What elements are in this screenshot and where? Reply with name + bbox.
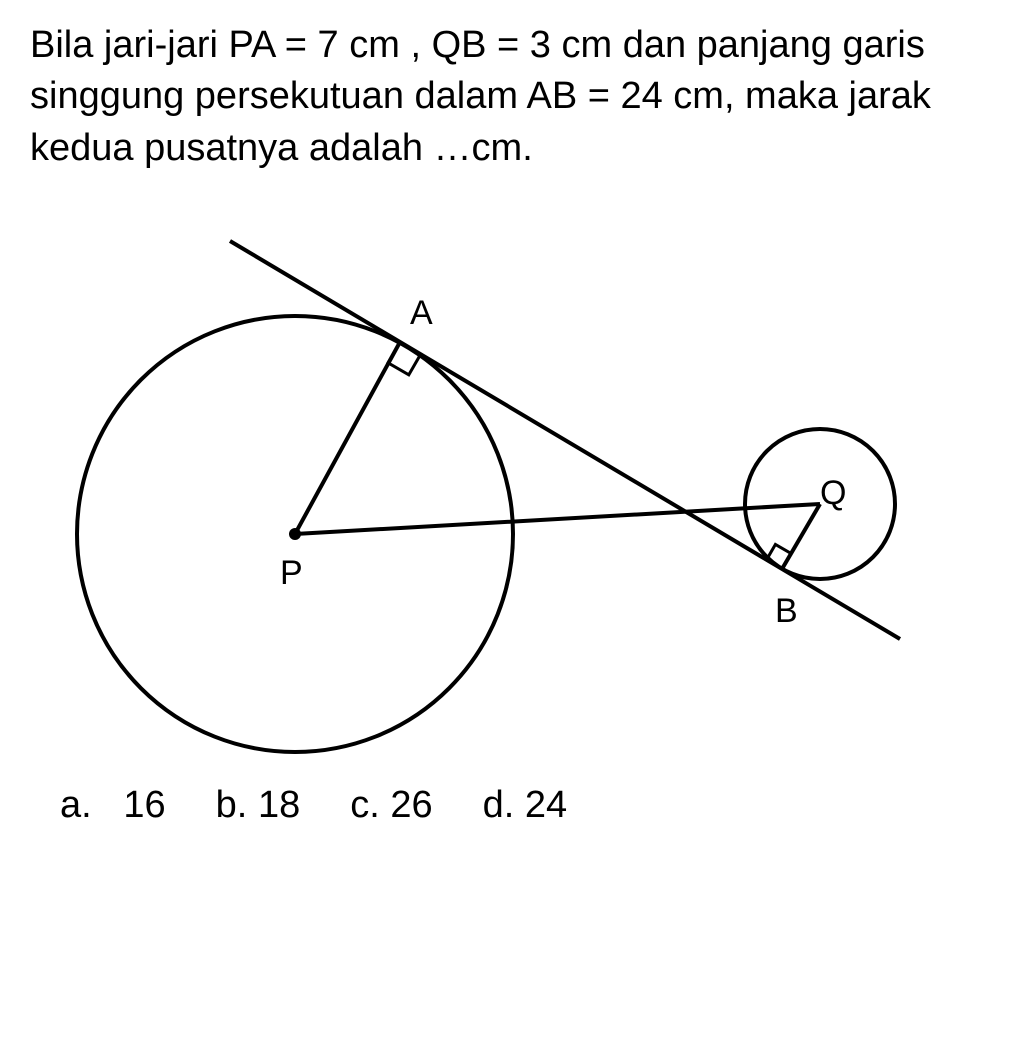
- answer-d-letter: d.: [483, 784, 515, 826]
- answer-options: a. 16 b. 18 c. 26 d. 24: [30, 784, 988, 827]
- line-pa: [295, 342, 400, 534]
- answer-c-value: 26: [390, 784, 432, 826]
- label-a: A: [410, 294, 433, 332]
- answer-d[interactable]: d. 24: [483, 784, 568, 827]
- tangent-line: [230, 241, 900, 639]
- answer-b-letter: b.: [216, 784, 248, 826]
- answer-a[interactable]: a. 16: [60, 784, 166, 827]
- answer-c[interactable]: c. 26: [350, 784, 432, 827]
- answer-b[interactable]: b. 18: [216, 784, 301, 827]
- answer-a-letter: a.: [60, 784, 92, 826]
- center-p-dot: [289, 528, 301, 540]
- line-pq: [295, 504, 820, 534]
- answer-b-value: 18: [258, 784, 300, 826]
- label-p: P: [280, 554, 303, 592]
- label-q: Q: [820, 474, 846, 512]
- question-text: Bila jari-jari PA = 7 cm , QB = 3 cm dan…: [30, 20, 988, 174]
- answer-c-letter: c.: [350, 784, 380, 826]
- label-b: B: [775, 592, 798, 630]
- answer-a-value: 16: [123, 784, 165, 826]
- geometry-diagram: A P Q B: [30, 204, 930, 764]
- answer-d-value: 24: [525, 784, 567, 826]
